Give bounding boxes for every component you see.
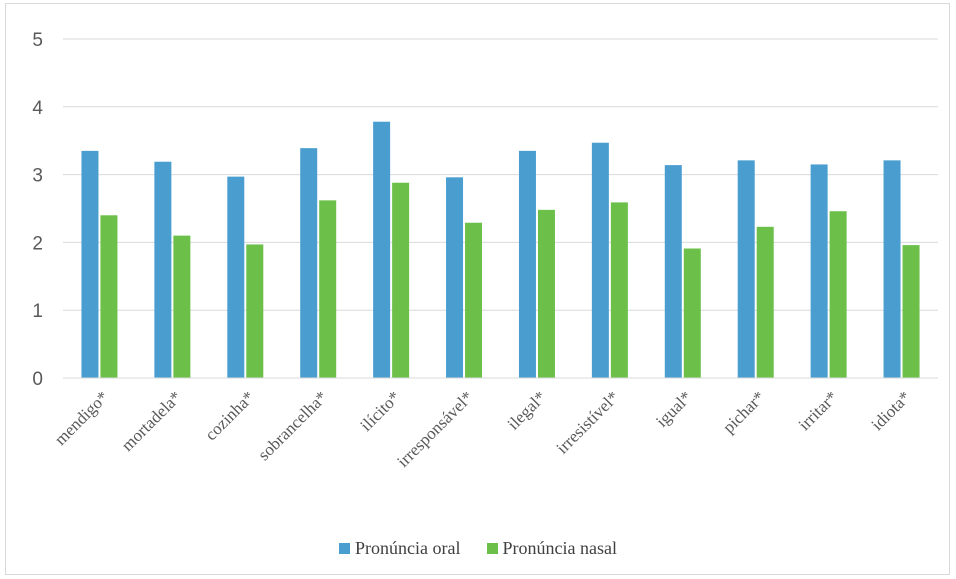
bar-nasal-2 [246, 244, 264, 378]
bar-oral-1 [154, 161, 172, 378]
bar-oral-10 [810, 164, 828, 378]
bar-oral-8 [664, 165, 682, 378]
bar-nasal-10 [829, 211, 847, 378]
legend-item-nasal: Pronúncia nasal [486, 538, 617, 559]
bar-oral-2 [227, 176, 245, 378]
bar-oral-6 [518, 150, 536, 378]
bar-nasal-4 [392, 182, 410, 378]
bar-nasal-1 [173, 235, 191, 378]
x-tick-label-5: irresponsável* [393, 387, 477, 471]
legend-item-oral: Pronúncia oral [339, 538, 461, 559]
x-tick-label-0: mendigo* [51, 387, 113, 449]
legend-label-nasal: Pronúncia nasal [502, 538, 617, 558]
x-tick-label-3: sobrancelha* [254, 387, 331, 464]
y-tick-label-3: 3 [32, 166, 43, 187]
x-tick-label-1: mortadela* [118, 387, 186, 455]
bar-oral-4 [373, 121, 391, 378]
bar-oral-11 [883, 160, 901, 378]
y-axis-tick-labels: 0 1 2 3 4 5 [32, 30, 43, 390]
bars [81, 121, 920, 378]
bar-nasal-7 [610, 202, 628, 378]
x-tick-label-9: pichar* [719, 387, 768, 436]
y-tick-label-1: 1 [32, 301, 43, 322]
x-tick-label-6: ilegal* [504, 387, 550, 433]
bar-nasal-9 [756, 226, 774, 378]
bar-nasal-8 [683, 248, 701, 378]
y-tick-label-5: 5 [32, 30, 43, 51]
x-tick-label-11: idiota* [868, 387, 915, 434]
legend-label-oral: Pronúncia oral [355, 538, 461, 558]
x-tick-label-10: irritar* [795, 387, 842, 434]
y-tick-label-2: 2 [32, 233, 43, 254]
legend-swatch-nasal [486, 543, 498, 554]
bar-oral-0 [81, 150, 99, 378]
bar-oral-3 [300, 148, 318, 378]
x-tick-label-8: igual* [652, 387, 695, 430]
x-tick-label-2: cozinha* [201, 387, 258, 444]
bar-nasal-0 [100, 215, 118, 378]
y-tick-label-0: 0 [32, 369, 43, 390]
gridlines [63, 38, 938, 311]
bar-oral-9 [737, 160, 755, 378]
legend-swatch-oral [339, 543, 351, 554]
x-axis-category-labels: mendigo* mortadela* cozinha*sobrancelha* il… [51, 387, 915, 471]
bar-oral-7 [591, 142, 609, 378]
x-tick-label-4: ilícito* [356, 387, 403, 434]
bar-nasal-11 [902, 245, 920, 378]
bar-nasal-5 [465, 222, 483, 378]
legend: Pronúncia oral Pronúncia nasal [0, 538, 956, 559]
y-tick-label-4: 4 [32, 98, 43, 119]
x-tick-label-7: irresistível* [553, 387, 623, 457]
bar-oral-5 [446, 177, 464, 378]
bar-nasal-3 [319, 200, 337, 378]
bar-nasal-6 [537, 209, 555, 378]
